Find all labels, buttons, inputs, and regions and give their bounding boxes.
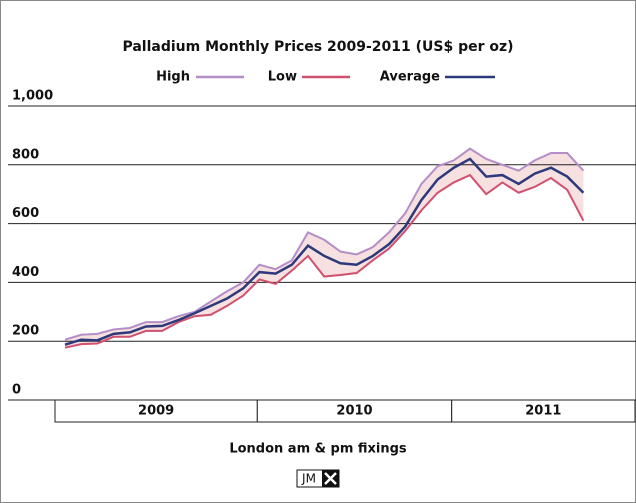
range-band (65, 148, 584, 348)
year-box (451, 399, 636, 423)
x-tick-label: 2010 (336, 404, 372, 419)
series-line (64, 173, 585, 349)
x-tick-label: 2009 (138, 404, 174, 419)
y-tick-label: 600 (12, 206, 39, 221)
chart-title: Palladium Monthly Prices 2009-2011 (US$ … (122, 39, 513, 55)
logo-text: JM (301, 472, 316, 486)
series-line (64, 157, 585, 346)
x-tick-label: 2011 (525, 404, 561, 419)
y-tick-label: 200 (12, 324, 39, 339)
y-tick-label: 1,000 (12, 89, 53, 104)
legend-label: Low (268, 70, 297, 85)
y-tick-label: 0 (12, 383, 21, 398)
x-axis-label: London am & pm fixings (229, 442, 407, 457)
logo: JM (296, 469, 340, 488)
y-tick-label: 400 (12, 265, 39, 280)
legend-label: Average (380, 70, 440, 85)
series-line (64, 147, 585, 341)
y-tick-label: 800 (12, 147, 39, 162)
logo-mark (324, 472, 337, 485)
legend-label: High (156, 70, 190, 85)
